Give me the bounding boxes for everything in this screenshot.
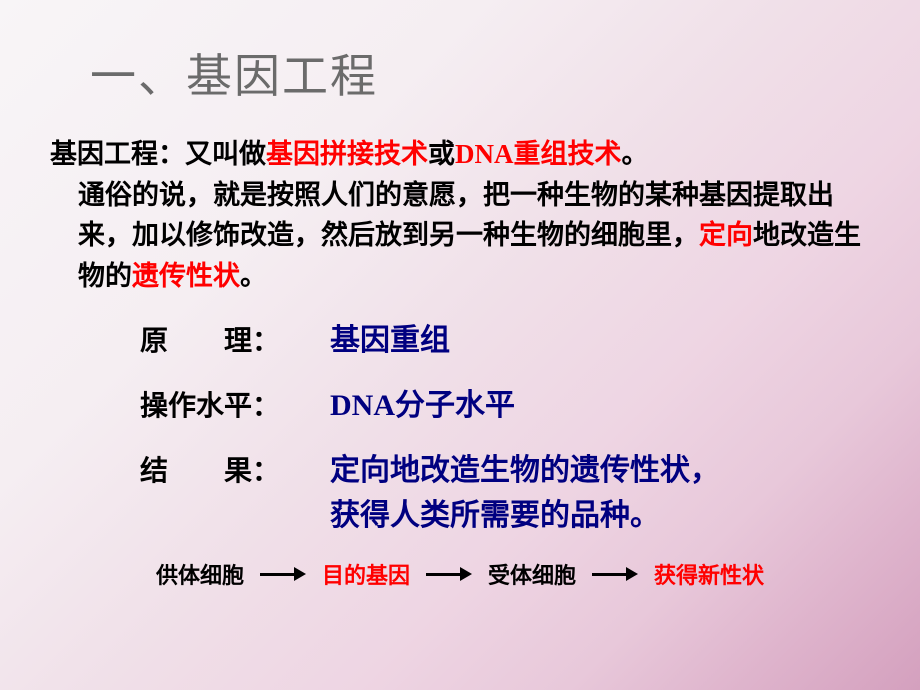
principle-value: 基因重组 [330,318,450,363]
def-red-2: DNA重组技术 [455,139,622,169]
def-text-1a: 又叫做 [185,139,266,169]
arrow-icon [260,567,306,581]
def-text-1b: 或 [428,139,455,169]
level-value: DNA分子水平 [330,383,515,428]
flow-node-recipient: 受体细胞 [488,558,576,590]
level-row: 操作水平： DNA分子水平 [140,383,870,428]
definition-lead: 基因工程： [50,139,185,169]
principle-row: 原 理： 基因重组 [140,318,870,363]
level-label: 操作水平： [140,384,330,424]
def-red-3: 定向 [699,220,753,250]
slide: 一、基因工程 基因工程：又叫做基因拼接技术或DNA重组技术。 通俗的说，就是按照… [0,0,920,690]
definition-paragraph: 基因工程：又叫做基因拼接技术或DNA重组技术。 通俗的说，就是按照人们的意愿，把… [50,134,870,296]
result-line2: 获得人类所需要的品种。 [330,493,720,538]
flow-diagram: 供体细胞 目的基因 受体细胞 获得新性状 [50,558,870,590]
flow-node-donor: 供体细胞 [156,558,244,590]
def-red-4: 遗传性状 [132,261,240,291]
flow-node-target-gene: 目的基因 [322,558,410,590]
def-text-2e: 。 [240,261,267,291]
definition-body: 通俗的说，就是按照人们的意愿，把一种生物的某种基因提取出来，加以修饰改造，然后放… [50,175,870,297]
result-value: 定向地改造生物的遗传性状， 获得人类所需要的品种。 [330,448,720,538]
result-line1: 定向地改造生物的遗传性状， [330,448,720,493]
key-value-section: 原 理： 基因重组 操作水平： DNA分子水平 结 果： 定向地改造生物的遗传性… [140,318,870,538]
def-red-1: 基因拼接技术 [266,139,428,169]
def-text-1c: 。 [622,139,649,169]
arrow-icon [426,567,472,581]
arrow-icon [592,567,638,581]
flow-node-new-trait: 获得新性状 [654,558,764,590]
section-title: 一、基因工程 [90,40,870,106]
principle-label: 原 理： [140,319,330,359]
result-row: 结 果： 定向地改造生物的遗传性状， 获得人类所需要的品种。 [140,448,870,538]
result-label: 结 果： [140,449,330,489]
